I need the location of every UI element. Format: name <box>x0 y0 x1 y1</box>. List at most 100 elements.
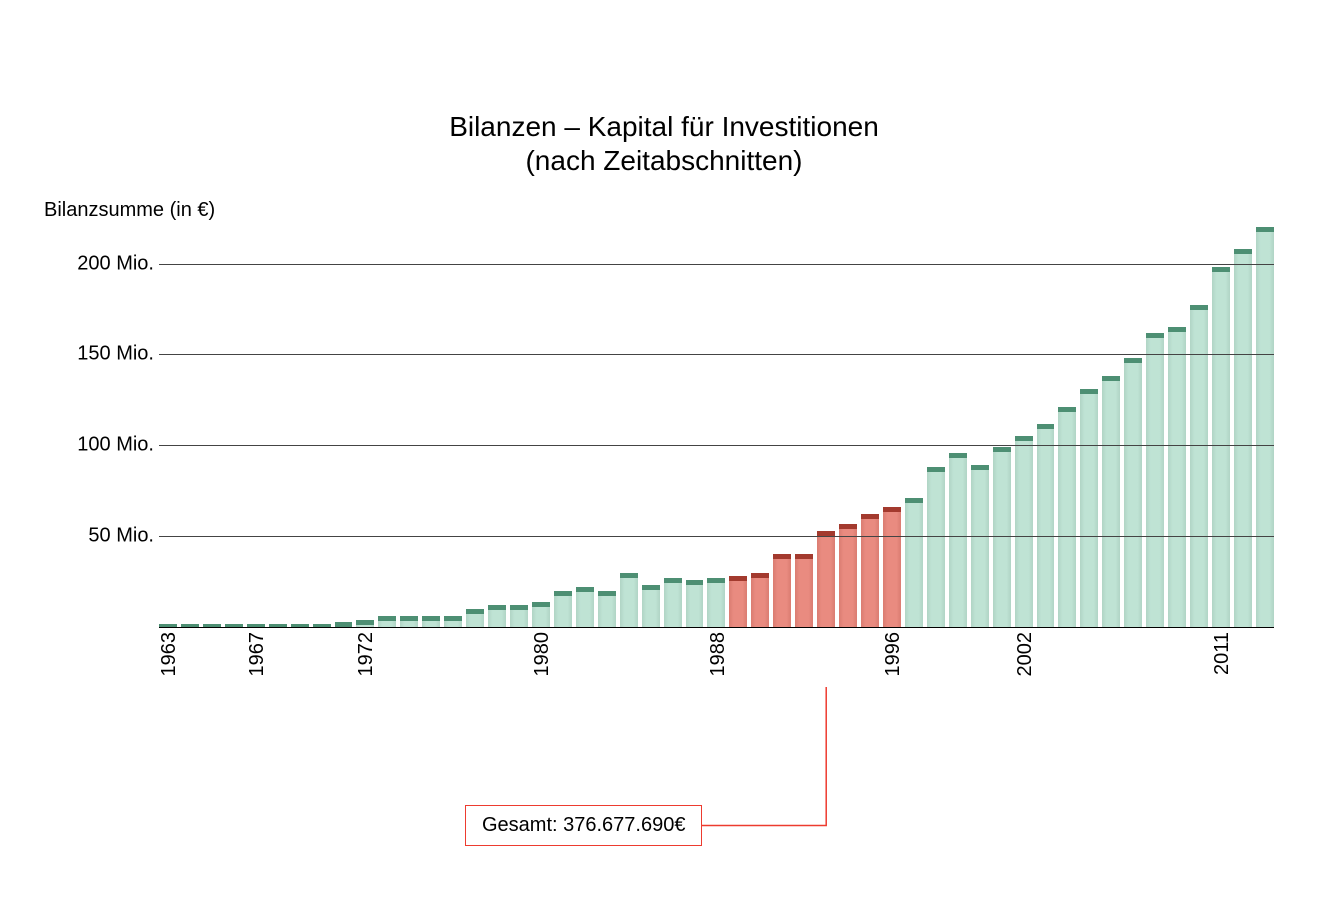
bar <box>444 616 462 627</box>
bar-body <box>532 607 550 627</box>
bar-cap <box>181 624 199 628</box>
bar-cap <box>159 624 177 628</box>
bar-body <box>707 583 725 627</box>
bar-cap <box>269 624 287 628</box>
chart-area: Bilanzsumme (in €) 196319671972198019881… <box>44 227 1284 707</box>
bar-body <box>576 592 594 627</box>
bar <box>225 624 243 628</box>
callout-total-box: Gesamt: 376.677.690€ <box>465 805 702 846</box>
bar <box>817 531 835 627</box>
bar <box>949 453 967 628</box>
bars-container <box>159 227 1274 627</box>
gridline <box>159 264 1274 265</box>
y-tick-label: 150 Mio. <box>77 343 154 366</box>
bar <box>554 591 572 627</box>
bar-body <box>1102 381 1120 627</box>
bar-body <box>1080 394 1098 627</box>
bar <box>839 524 857 628</box>
bar-body <box>817 536 835 627</box>
bar <box>795 554 813 627</box>
bar <box>510 605 528 627</box>
bar <box>532 602 550 627</box>
bar-body <box>1015 441 1033 627</box>
x-tick-label: 1967 <box>246 632 269 677</box>
bar-body <box>466 614 484 627</box>
bar <box>576 587 594 627</box>
bar-body <box>422 621 440 627</box>
bar <box>247 624 265 628</box>
bar <box>751 573 769 628</box>
bar <box>1256 227 1274 627</box>
bar-body <box>1190 310 1208 627</box>
bar-cap <box>313 624 331 628</box>
bar-body <box>971 470 989 627</box>
bar-body <box>795 559 813 627</box>
bar-body <box>883 512 901 627</box>
bar <box>269 624 287 628</box>
bar <box>861 514 879 627</box>
bar-body <box>620 578 638 628</box>
bar-body <box>751 578 769 628</box>
title-line-2: (nach Zeitabschnitten) <box>0 144 1328 178</box>
bar-body <box>1168 332 1186 627</box>
x-tick-label: 1996 <box>882 632 905 677</box>
bar-body <box>949 458 967 628</box>
bar <box>1015 436 1033 627</box>
bar-body <box>554 596 572 627</box>
bar <box>883 507 901 627</box>
bar <box>1102 376 1120 627</box>
bar-body <box>356 625 374 627</box>
plot-area <box>159 227 1274 628</box>
bar-cap <box>203 624 221 628</box>
bar-body <box>686 585 704 627</box>
bar <box>686 580 704 627</box>
gridline <box>159 354 1274 355</box>
bar <box>422 616 440 627</box>
bar <box>905 498 923 627</box>
gridline <box>159 536 1274 537</box>
bar <box>203 624 221 628</box>
bar-body <box>400 621 418 627</box>
bar-body <box>773 559 791 627</box>
x-axis-labels: 19631967197219801988199620022011 <box>159 632 1274 692</box>
title-line-1: Bilanzen – Kapital für Investitionen <box>0 110 1328 144</box>
bar <box>927 467 945 627</box>
bar <box>313 624 331 628</box>
bar <box>1058 407 1076 627</box>
bar-body <box>905 503 923 627</box>
bar-body <box>598 596 616 627</box>
bar-body <box>1212 272 1230 627</box>
y-tick-label: 50 Mio. <box>88 525 154 548</box>
chart-title: Bilanzen – Kapital für Investitionen (na… <box>0 0 1328 177</box>
bar <box>707 578 725 627</box>
y-tick-label: 100 Mio. <box>77 434 154 457</box>
x-tick-label: 2011 <box>1211 632 1234 675</box>
bar-body <box>1256 232 1274 627</box>
bar <box>159 624 177 628</box>
bar <box>1037 424 1055 628</box>
bar-body <box>1037 429 1055 628</box>
bar-body <box>378 621 396 627</box>
bar-body <box>444 621 462 627</box>
bar <box>971 465 989 627</box>
x-tick-label: 2002 <box>1014 632 1037 677</box>
bar <box>488 605 506 627</box>
y-axis-title: Bilanzsumme (in €) <box>44 199 215 222</box>
bar <box>729 576 747 627</box>
bar <box>773 554 791 627</box>
bar-body <box>1234 254 1252 627</box>
bar <box>400 616 418 627</box>
bar <box>1146 333 1164 628</box>
bar-body <box>488 610 506 627</box>
bar-body <box>1146 338 1164 628</box>
bar-body <box>664 583 682 627</box>
bar <box>664 578 682 627</box>
callout-total-text: Gesamt: 376.677.690€ <box>482 814 685 836</box>
x-tick-label: 1972 <box>355 632 378 677</box>
x-tick-label: 1988 <box>707 632 730 677</box>
bar <box>1234 249 1252 627</box>
bar-cap <box>291 624 309 628</box>
bar <box>1080 389 1098 627</box>
gridline <box>159 445 1274 446</box>
bar-body <box>642 590 660 627</box>
